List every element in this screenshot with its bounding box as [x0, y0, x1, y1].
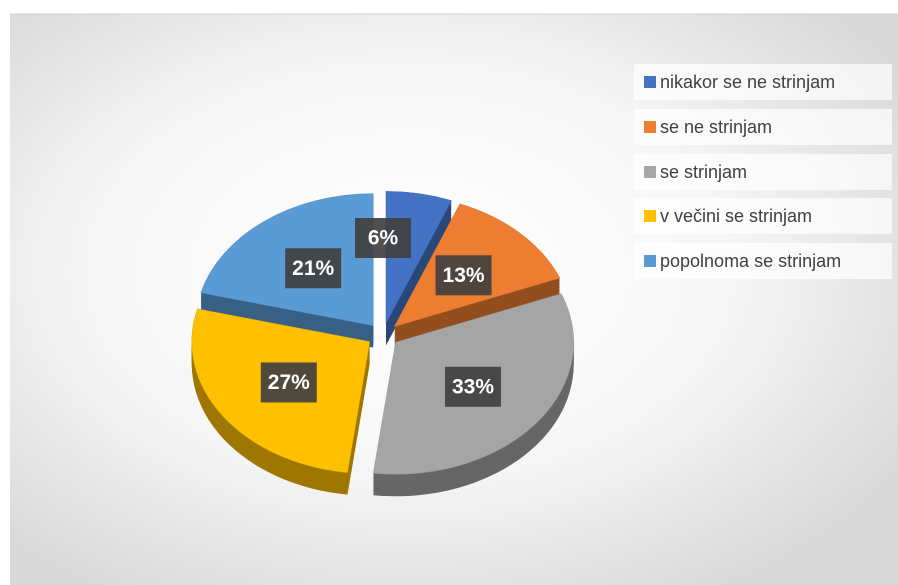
- legend-item-background: [634, 109, 892, 145]
- data-label-box: [355, 218, 411, 258]
- legend-swatch: [644, 76, 656, 88]
- data-label: 33%: [452, 375, 494, 398]
- legend: nikakor se ne strinjam se ne strinjam se s…: [634, 64, 892, 279]
- legend-label: v večini se strinjam: [660, 206, 812, 226]
- data-labels: 6% 13% 33% 27% 21%: [260, 218, 501, 407]
- legend-item-background: [634, 64, 892, 100]
- data-label-box: [260, 362, 317, 403]
- data-label: 6%: [368, 227, 399, 250]
- legend-swatch: [644, 210, 656, 222]
- data-label-box: [435, 255, 492, 296]
- legend-swatch: [644, 121, 656, 133]
- legend-swatch: [644, 255, 656, 267]
- data-label: 21%: [292, 257, 334, 280]
- data-label: 13%: [443, 264, 485, 287]
- legend-item-background: [634, 154, 892, 190]
- legend-label: se ne strinjam: [660, 117, 772, 137]
- legend-label: se strinjam: [660, 162, 747, 182]
- legend-swatch: [644, 166, 656, 178]
- legend-item-background: [634, 243, 892, 279]
- legend-label: popolnoma se strinjam: [660, 251, 841, 271]
- data-label: 27%: [268, 371, 310, 394]
- legend-item-background: [634, 198, 892, 234]
- data-label-box: [444, 366, 501, 407]
- legend-label: nikakor se ne strinjam: [660, 72, 835, 92]
- data-label-box: [285, 248, 342, 289]
